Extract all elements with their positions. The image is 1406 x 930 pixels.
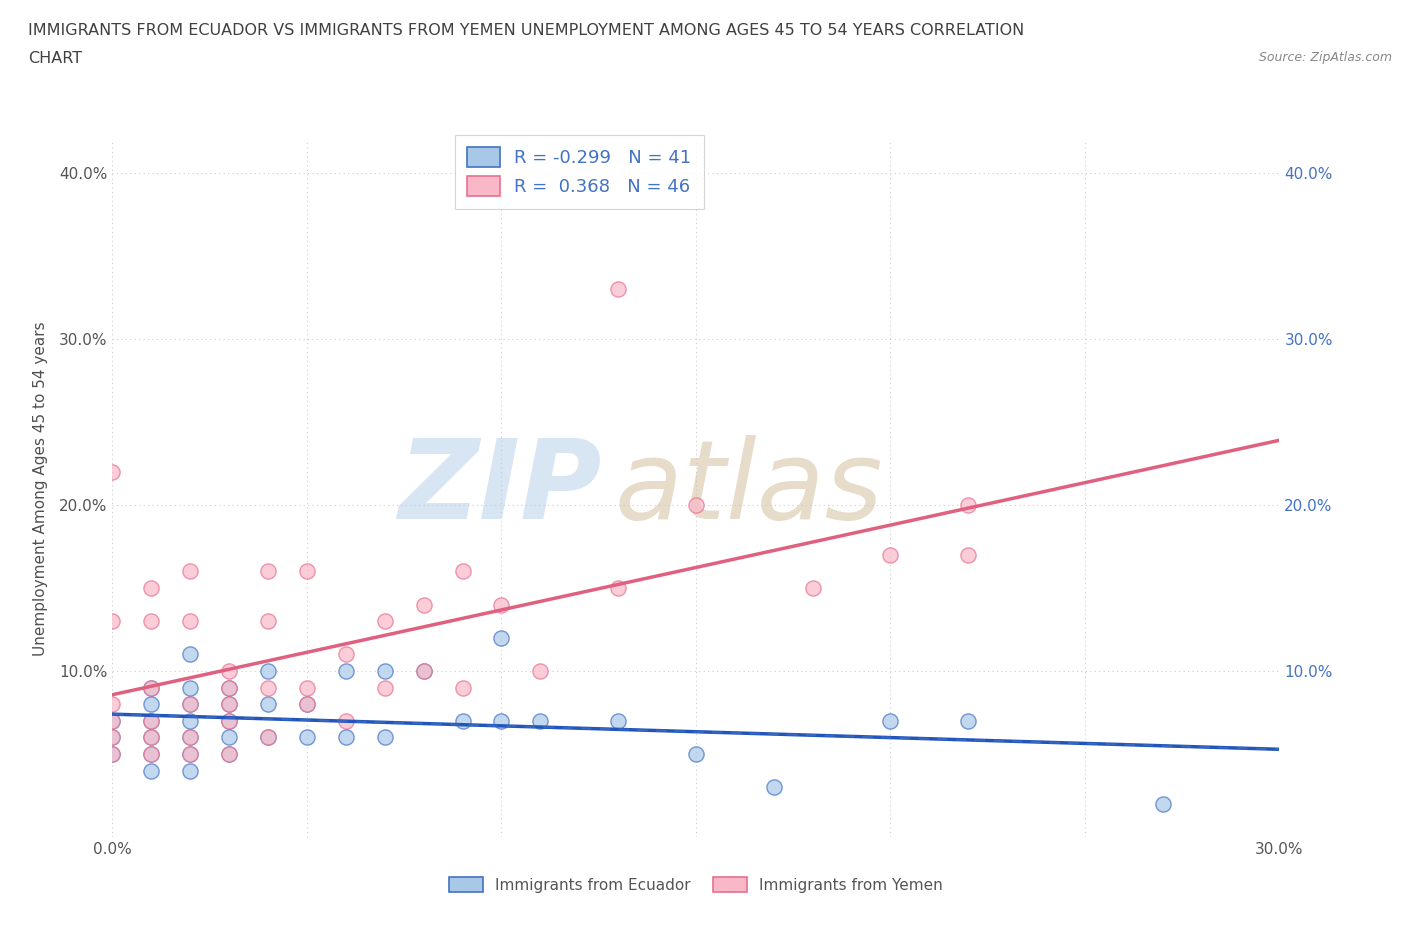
- Point: [218, 713, 240, 728]
- Text: ZIP: ZIP: [399, 434, 603, 542]
- Point: [218, 697, 240, 711]
- Point: [451, 713, 474, 728]
- Point: [218, 680, 240, 695]
- Point: [957, 713, 980, 728]
- Point: [607, 580, 630, 595]
- Point: [141, 713, 163, 728]
- Point: [529, 663, 551, 678]
- Point: [412, 663, 434, 678]
- Point: [179, 647, 201, 662]
- Point: [101, 730, 124, 745]
- Point: [335, 730, 357, 745]
- Point: [101, 464, 124, 479]
- Point: [141, 747, 163, 762]
- Point: [218, 663, 240, 678]
- Point: [257, 680, 280, 695]
- Point: [374, 730, 396, 745]
- Point: [218, 730, 240, 745]
- Point: [179, 614, 201, 629]
- Point: [218, 747, 240, 762]
- Text: IMMIGRANTS FROM ECUADOR VS IMMIGRANTS FROM YEMEN UNEMPLOYMENT AMONG AGES 45 TO 5: IMMIGRANTS FROM ECUADOR VS IMMIGRANTS FR…: [28, 23, 1025, 38]
- Point: [335, 647, 357, 662]
- Point: [335, 713, 357, 728]
- Point: [685, 498, 707, 512]
- Point: [141, 614, 163, 629]
- Point: [141, 697, 163, 711]
- Point: [218, 713, 240, 728]
- Point: [257, 614, 280, 629]
- Text: Source: ZipAtlas.com: Source: ZipAtlas.com: [1258, 51, 1392, 64]
- Text: CHART: CHART: [28, 51, 82, 66]
- Point: [295, 697, 318, 711]
- Point: [101, 747, 124, 762]
- Text: atlas: atlas: [614, 434, 883, 542]
- Point: [101, 747, 124, 762]
- Point: [218, 680, 240, 695]
- Point: [412, 597, 434, 612]
- Point: [607, 713, 630, 728]
- Point: [179, 747, 201, 762]
- Point: [141, 747, 163, 762]
- Point: [957, 547, 980, 562]
- Point: [491, 713, 513, 728]
- Point: [179, 564, 201, 578]
- Point: [179, 730, 201, 745]
- Point: [295, 697, 318, 711]
- Point: [257, 564, 280, 578]
- Point: [451, 564, 474, 578]
- Point: [295, 564, 318, 578]
- Point: [257, 697, 280, 711]
- Point: [141, 680, 163, 695]
- Point: [179, 764, 201, 778]
- Point: [101, 713, 124, 728]
- Point: [257, 730, 280, 745]
- Point: [218, 747, 240, 762]
- Point: [685, 747, 707, 762]
- Point: [879, 547, 901, 562]
- Point: [179, 680, 201, 695]
- Point: [335, 663, 357, 678]
- Point: [179, 747, 201, 762]
- Point: [1152, 796, 1174, 811]
- Point: [179, 730, 201, 745]
- Point: [141, 713, 163, 728]
- Point: [101, 697, 124, 711]
- Point: [529, 713, 551, 728]
- Y-axis label: Unemployment Among Ages 45 to 54 years: Unemployment Among Ages 45 to 54 years: [32, 321, 48, 656]
- Point: [218, 697, 240, 711]
- Point: [295, 680, 318, 695]
- Point: [101, 730, 124, 745]
- Point: [141, 580, 163, 595]
- Point: [257, 663, 280, 678]
- Point: [101, 614, 124, 629]
- Point: [879, 713, 901, 728]
- Point: [141, 680, 163, 695]
- Legend: Immigrants from Ecuador, Immigrants from Yemen: Immigrants from Ecuador, Immigrants from…: [443, 871, 949, 899]
- Point: [179, 697, 201, 711]
- Point: [412, 663, 434, 678]
- Point: [957, 498, 980, 512]
- Point: [141, 764, 163, 778]
- Point: [101, 713, 124, 728]
- Point: [607, 282, 630, 297]
- Point: [374, 680, 396, 695]
- Point: [179, 713, 201, 728]
- Point: [374, 663, 396, 678]
- Point: [374, 614, 396, 629]
- Point: [451, 680, 474, 695]
- Point: [141, 730, 163, 745]
- Point: [762, 779, 785, 794]
- Point: [257, 730, 280, 745]
- Point: [179, 697, 201, 711]
- Point: [491, 631, 513, 645]
- Point: [295, 730, 318, 745]
- Point: [801, 580, 824, 595]
- Point: [491, 597, 513, 612]
- Point: [141, 730, 163, 745]
